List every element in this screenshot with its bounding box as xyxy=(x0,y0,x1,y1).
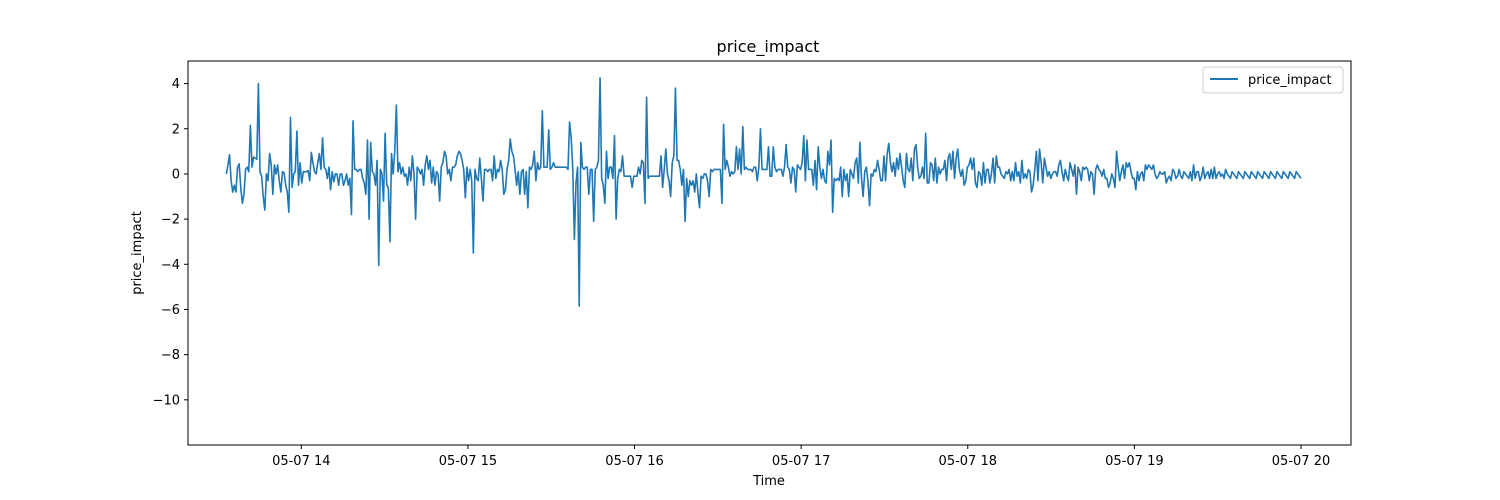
legend: price_impact xyxy=(1202,66,1344,94)
series-layer xyxy=(225,77,1302,307)
x-tick-label: 05-07 16 xyxy=(605,454,663,469)
chart-title: price_impact xyxy=(717,37,820,57)
series-line-price_impact xyxy=(225,77,1302,307)
x-tick-label: 05-07 19 xyxy=(1105,454,1163,469)
y-tick-label: −4 xyxy=(161,258,180,273)
axes-frame xyxy=(187,60,1352,446)
y-axis: 4 2 0 −2 −4 −6 −8 −10 xyxy=(153,77,188,408)
y-tick-label: −2 xyxy=(161,213,180,228)
x-tick-label: 05-07 20 xyxy=(1272,454,1330,469)
y-tick-label: 4 xyxy=(172,77,180,92)
legend-label: price_impact xyxy=(1248,73,1332,88)
y-tick-label: 0 xyxy=(172,167,180,182)
y-axis-title: price_impact xyxy=(130,211,145,295)
y-tick-label: 2 xyxy=(172,122,180,137)
x-tick-label: 05-07 15 xyxy=(439,454,497,469)
plot-area xyxy=(187,60,1352,446)
x-tick-label: 05-07 14 xyxy=(272,454,330,469)
x-axis: 05-07 14 05-07 15 05-07 16 05-07 17 05-07 18… xyxy=(272,445,1330,469)
x-tick-label: 05-07 17 xyxy=(772,454,830,469)
y-tick-label: −8 xyxy=(161,348,180,363)
y-tick-label: −6 xyxy=(161,303,180,318)
legend-box xyxy=(1202,66,1344,94)
y-tick-label: −10 xyxy=(153,393,180,408)
x-axis-title: Time xyxy=(752,474,785,489)
x-tick-label: 05-07 18 xyxy=(939,454,997,469)
